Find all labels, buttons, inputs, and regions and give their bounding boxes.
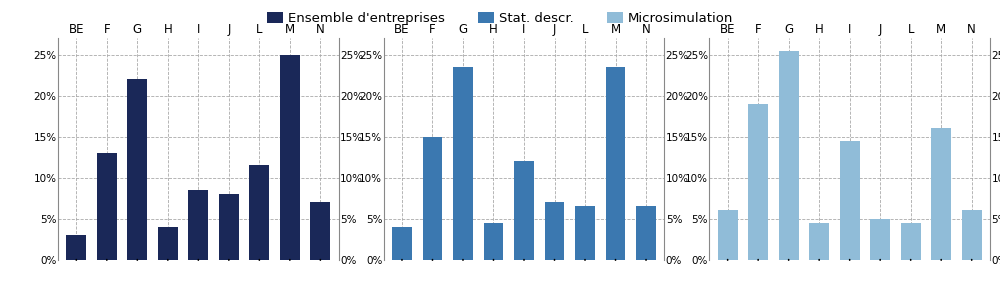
Bar [249,165,269,260]
Bar [606,67,625,260]
Bar [545,202,564,260]
Bar [66,235,86,260]
Bar [453,67,473,260]
Bar [636,206,656,260]
Legend: Ensemble d'entreprises, Stat. descr., Microsimulation: Ensemble d'entreprises, Stat. descr., Mi… [262,6,738,30]
Bar [779,51,799,260]
Bar [423,137,442,260]
Bar [931,129,951,260]
Bar [962,210,982,260]
Bar [809,223,829,260]
Bar [158,227,178,260]
Bar [484,223,503,260]
Bar [188,190,208,260]
Bar [514,161,534,260]
Bar [575,206,595,260]
Bar [392,227,412,260]
Bar [718,210,738,260]
Bar [840,141,860,260]
Bar [280,55,300,260]
Bar [310,202,330,260]
Bar [219,194,239,260]
Bar [901,223,921,260]
Bar [748,104,768,260]
Bar [127,79,147,260]
Bar [870,219,890,260]
Bar [97,153,117,260]
